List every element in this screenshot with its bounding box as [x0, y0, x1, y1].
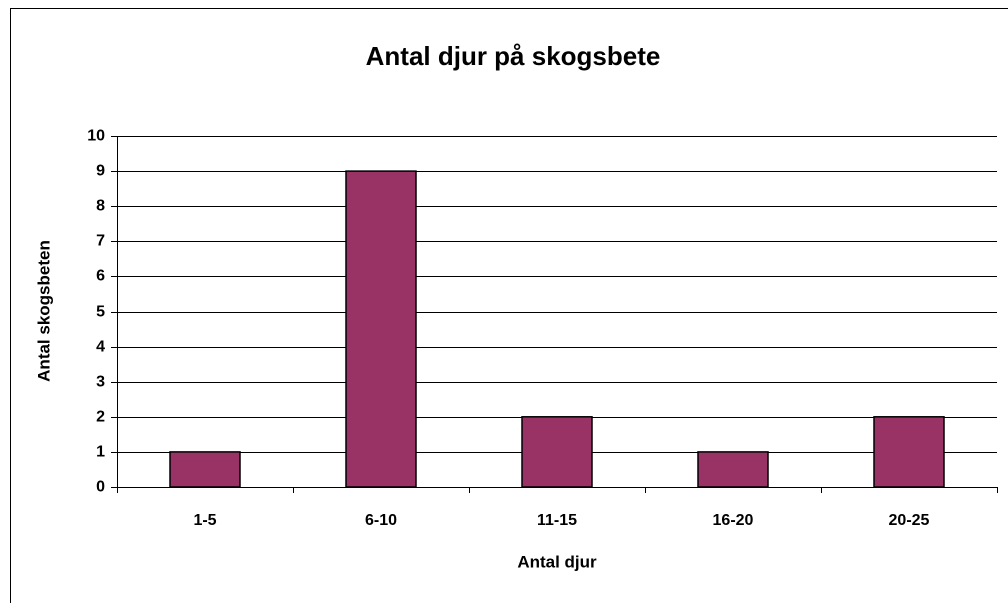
y-tick-label: 10	[87, 128, 105, 145]
y-tick-label: 2	[96, 409, 105, 426]
x-tick-label: 1-5	[193, 512, 216, 529]
chart-title: Antal djur på skogsbete	[366, 41, 661, 71]
y-tick-label: 3	[96, 374, 105, 391]
y-tick-label: 8	[96, 198, 105, 215]
x-axis-label: Antal djur	[517, 552, 597, 571]
chart-border	[10, 8, 1008, 603]
y-tick-label: 9	[96, 163, 105, 180]
y-tick-label: 4	[96, 339, 105, 356]
x-tick-label: 20-25	[889, 512, 930, 529]
x-tick-label: 16-20	[713, 512, 754, 529]
bar	[345, 170, 417, 488]
bar	[521, 416, 593, 488]
bar	[697, 451, 769, 488]
y-tick-label: 7	[96, 233, 105, 250]
bar	[873, 416, 945, 488]
y-tick-label: 6	[96, 268, 105, 285]
bar	[169, 451, 241, 488]
y-tick-label: 5	[96, 304, 105, 321]
y-tick-label: 0	[96, 479, 105, 496]
x-tick-label: 11-15	[537, 512, 577, 529]
y-axis-label: Antal skogsbeten	[34, 240, 53, 382]
y-tick-label: 1	[96, 444, 105, 461]
x-tick-label: 6-10	[365, 512, 397, 529]
